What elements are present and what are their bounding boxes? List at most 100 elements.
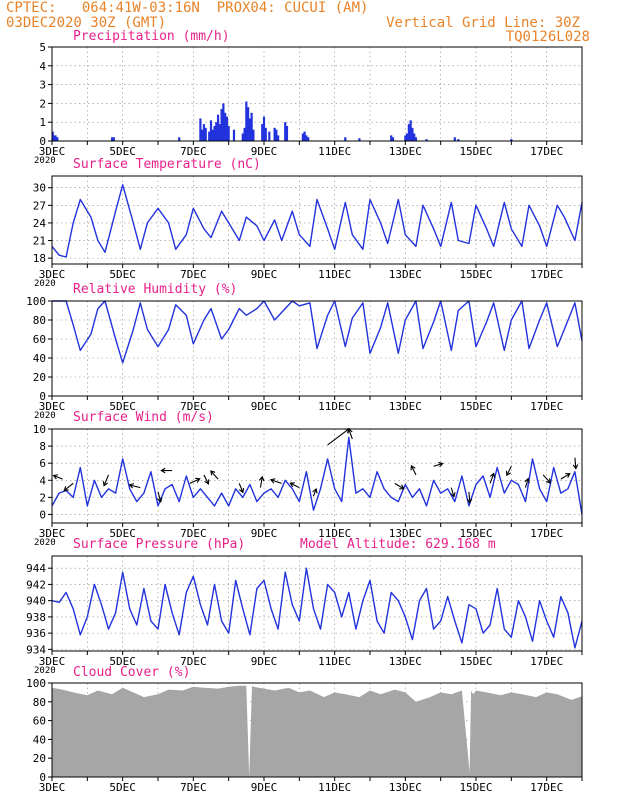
y-tick-label: 80 — [33, 696, 46, 709]
wind-vector — [259, 476, 263, 488]
precip-bar — [404, 135, 407, 141]
x-tick-label: 5DEC — [109, 527, 136, 540]
precip-bar — [453, 137, 456, 141]
series-line — [51, 184, 583, 258]
y-tick-label: 10 — [33, 423, 46, 436]
x-tick-label: 9DEC — [251, 527, 278, 540]
precip-bar — [250, 112, 253, 141]
precip-bar — [201, 129, 204, 141]
wind-arrowhead — [238, 487, 245, 494]
panel-frame — [51, 46, 583, 142]
y-tick-label: 938 — [26, 611, 46, 624]
y-tick-label: 5 — [39, 41, 46, 54]
wind-arrowhead — [210, 470, 216, 476]
wind-arrowhead — [160, 467, 166, 474]
precip-bar — [178, 137, 181, 141]
y-tick-label: 40 — [33, 733, 46, 746]
wind-arrowhead — [258, 475, 265, 482]
panel-frame — [51, 300, 583, 397]
precip-bar — [409, 120, 412, 141]
wind-arrowhead — [524, 477, 530, 484]
wind-vector — [394, 482, 405, 490]
precip-bar — [213, 125, 216, 141]
wind-vector — [524, 478, 529, 488]
x-tick-label: 17DEC — [530, 781, 563, 794]
wind-vector — [468, 491, 471, 503]
precip-bar — [268, 131, 271, 141]
wind-arrowhead — [269, 478, 276, 484]
precip-bar — [199, 118, 202, 141]
precip-bar — [425, 139, 428, 141]
wind-vector — [210, 470, 219, 480]
precip-bar — [218, 124, 221, 141]
x-tick-label: 3DEC — [39, 527, 66, 540]
wind-vector — [450, 487, 455, 497]
precip-bar — [264, 127, 267, 141]
y-tick-label: 60 — [33, 333, 46, 346]
series-line — [51, 567, 583, 649]
y-tick-label: 1 — [39, 116, 46, 129]
x-tick-label: 11DEC — [318, 145, 351, 158]
y-tick-label: 40 — [33, 352, 46, 365]
x-tick-label: 9DEC — [251, 655, 278, 668]
x-tick-label: 9DEC — [251, 145, 278, 158]
wind-arrowhead — [489, 472, 496, 478]
y-tick-label: 0 — [39, 390, 46, 403]
x-tick-label: 17DEC — [530, 527, 563, 540]
precip-bar — [301, 133, 304, 141]
y-tick-label: 8 — [39, 440, 46, 453]
precip-bar — [252, 129, 255, 141]
wind-arrowhead — [157, 497, 163, 503]
x-tick-label: 5DEC — [109, 400, 136, 413]
y-tick-label: 27 — [33, 199, 46, 212]
panel-frame — [51, 428, 583, 524]
wind-vector — [410, 465, 417, 476]
precip-bar — [220, 109, 223, 141]
x-tick-label: 3DEC — [39, 400, 66, 413]
wind-arrowhead — [312, 487, 318, 494]
x-tick-label: 7DEC — [180, 781, 207, 794]
y-tick-label: 942 — [26, 578, 46, 591]
series-line — [51, 436, 583, 515]
x-tick-label: 7DEC — [180, 527, 207, 540]
wind-vector — [542, 474, 551, 484]
wind-arrowhead — [204, 479, 210, 485]
x-tick-label: 17DEC — [530, 268, 563, 281]
precip-bar — [224, 112, 227, 141]
x-tick-label: 17DEC — [530, 145, 563, 158]
precip-bar — [277, 135, 280, 141]
y-tick-label: 4 — [39, 474, 46, 487]
precip-bar — [273, 127, 276, 141]
panel-frame — [51, 555, 583, 652]
panel-title: Relative Humidity (%) — [73, 282, 237, 297]
x-tick-label: 13DEC — [389, 527, 422, 540]
x-tick-label: 7DEC — [180, 268, 207, 281]
x-tick-label: 5DEC — [109, 655, 136, 668]
year-label: 2020 — [34, 666, 56, 676]
x-tick-label: 13DEC — [389, 268, 422, 281]
precip-bar — [261, 124, 264, 141]
x-tick-label: 3DEC — [39, 655, 66, 668]
wind-arrowhead — [102, 481, 108, 487]
x-tick-label: 11DEC — [318, 527, 351, 540]
wind-vector — [327, 428, 350, 446]
precip-bar — [303, 131, 306, 141]
x-tick-label: 15DEC — [459, 527, 492, 540]
wind-arrowhead — [450, 492, 456, 498]
year-label: 2020 — [34, 411, 56, 421]
precip-bar — [208, 131, 211, 141]
wind-arrowhead — [399, 484, 405, 490]
x-tick-label: 5DEC — [109, 268, 136, 281]
y-tick-label: 3 — [39, 79, 46, 92]
y-tick-label: 2 — [39, 491, 46, 504]
y-tick-label: 100 — [26, 677, 46, 690]
precip-bar — [110, 137, 114, 141]
panel-title: Surface Temperature (nC) — [73, 157, 261, 172]
wind-vector — [348, 428, 353, 440]
precip-bar — [358, 138, 361, 141]
precip-bar — [241, 133, 244, 141]
wind-vector — [157, 491, 162, 502]
header-grid-note: Vertical Grid Line: 30Z — [386, 15, 580, 31]
wind-arrowhead — [565, 473, 571, 478]
